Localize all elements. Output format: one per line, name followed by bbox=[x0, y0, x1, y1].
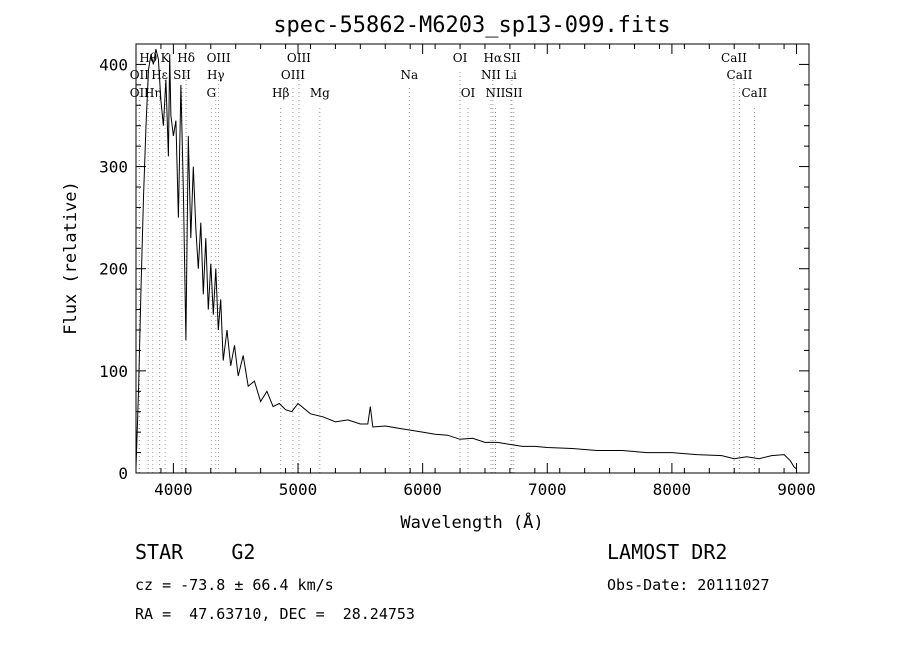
x-tick-label: 4000 bbox=[154, 480, 193, 499]
x-axis-label: Wavelength (Å) bbox=[400, 511, 543, 533]
spectral-line-label: CaII bbox=[741, 86, 767, 100]
survey-name: LAMOST DR2 bbox=[607, 540, 728, 564]
coordinates: RA = 47.63710, DEC = 28.24753 bbox=[135, 605, 415, 623]
y-tick-label: 400 bbox=[99, 55, 128, 74]
x-tick-label: 7000 bbox=[528, 480, 567, 499]
spectral-line-label: Hγ bbox=[207, 68, 225, 82]
spectral-line-label: OIII bbox=[207, 51, 231, 65]
spectral-line-label: Li bbox=[505, 68, 517, 82]
spectral-line-label: NII bbox=[481, 68, 501, 82]
spectral-line-label: K bbox=[161, 51, 171, 65]
spectral-line-label: SII bbox=[503, 51, 521, 65]
spectral-line-label: G bbox=[206, 86, 216, 100]
spectral-line-label: OII bbox=[130, 68, 150, 82]
x-tick-label: 6000 bbox=[403, 480, 442, 499]
x-tick-label: 8000 bbox=[653, 480, 692, 499]
object-class: STAR G2 bbox=[135, 540, 256, 564]
spectral-line-label: Na bbox=[400, 68, 418, 82]
spectral-line-label: Hδ bbox=[177, 51, 195, 65]
chart-title: spec-55862-M6203_sp13-099.fits bbox=[273, 13, 670, 38]
redshift-velocity: cz = -73.8 ± 66.4 km/s bbox=[135, 576, 334, 594]
y-tick-label: 100 bbox=[99, 362, 128, 381]
spectral-line-label: CaII bbox=[727, 68, 753, 82]
spectral-line-label: CaII bbox=[721, 51, 747, 65]
x-tick-label: 5000 bbox=[279, 480, 318, 499]
spectral-line-label: Hβ bbox=[272, 86, 289, 100]
y-tick-label: 200 bbox=[99, 260, 128, 279]
spectral-line-label: Hα bbox=[484, 51, 503, 65]
spectral-line-label: NII bbox=[485, 86, 505, 100]
spectral-line-label: Hη bbox=[144, 86, 162, 100]
spectral-line-label: OIII bbox=[281, 68, 305, 82]
spectral-line-label: OII bbox=[130, 86, 150, 100]
observation-date: Obs-Date: 20111027 bbox=[607, 576, 770, 594]
spectral-line-label: Mg bbox=[310, 86, 330, 100]
spectral-line-label: OI bbox=[453, 51, 468, 65]
y-axis-label: Flux (relative) bbox=[61, 181, 81, 335]
spectral-line-label: OIII bbox=[287, 51, 311, 65]
y-tick-label: 300 bbox=[99, 158, 128, 177]
spectral-line-label: SII bbox=[173, 68, 191, 82]
x-tick-label: 9000 bbox=[777, 480, 816, 499]
plot-frame bbox=[135, 43, 810, 474]
spectral-line-label: OI bbox=[461, 86, 476, 100]
spectrum-line bbox=[135, 48, 797, 470]
y-tick-label: 0 bbox=[118, 464, 128, 483]
spectral-line-label: SII bbox=[505, 86, 523, 100]
